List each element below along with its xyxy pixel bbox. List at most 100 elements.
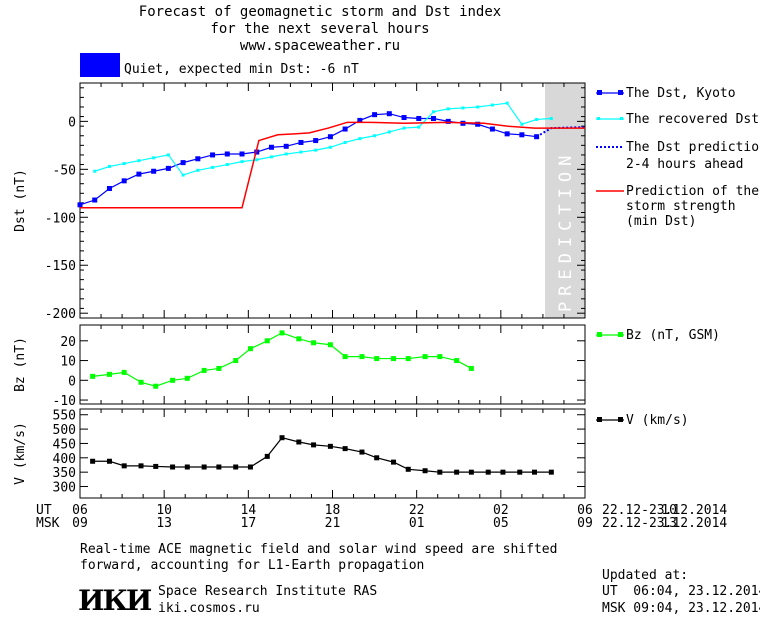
data-point [107,164,111,168]
data-point [216,365,222,371]
legend-prediction-2: 2-4 hours ahead [626,157,744,172]
ut-tick-label: 10 [156,503,172,518]
data-point [311,340,317,346]
data-point [548,469,554,475]
data-point [437,354,443,360]
data-point [298,139,304,145]
y-tick-label: 0 [68,374,76,389]
data-point [504,131,510,137]
data-point [211,165,215,169]
legend-recovered-dst: The recovered Dst [626,112,760,127]
data-point [269,155,273,159]
data-point [373,134,377,138]
data-point [170,377,176,383]
ut-label: UT [36,503,52,518]
data-point [233,464,239,470]
y-axis-label-3: V (km/s) [13,422,28,485]
data-point [225,163,229,167]
msk-tick-label: 09 [72,516,88,531]
prediction-label: PREDICTION [556,150,576,312]
y-tick-label: -200 [45,307,76,322]
series-line-v-km-s- [92,437,552,473]
legend-bz: Bz (nT, GSM) [626,328,720,343]
data-point [374,356,380,362]
legend-strength-3: (min Dst) [626,214,697,229]
data-point [417,125,421,129]
data-point [372,112,378,118]
legend-strength-1: Prediction of the [626,184,760,199]
data-point [210,152,216,158]
data-point [296,439,302,445]
data-point [254,149,260,155]
data-point [313,138,319,144]
data-point [136,171,142,177]
data-point [299,150,303,154]
ut-tick-label: 06 [72,503,88,518]
data-point [224,151,230,157]
data-point [90,458,96,464]
data-point [184,464,190,470]
data-point [500,469,506,475]
date-range-msk: 22.12-23.12.2014 [602,516,728,531]
data-point [490,103,494,107]
ut-tick-label: 06 [577,503,593,518]
y-tick-label: 400 [53,452,76,467]
msk-tick-label: 13 [661,516,677,531]
y-tick-label: 450 [53,437,76,452]
y-axis-label-2: Bz (nT) [13,337,28,392]
data-point [121,178,127,184]
data-point [138,379,144,385]
data-point [357,117,363,123]
msk-label: MSK [36,516,60,531]
y-tick-label: 550 [53,409,76,424]
data-point [77,202,83,208]
data-point [461,106,465,110]
panel-frame-3 [79,408,586,499]
data-point [437,469,443,475]
data-point [255,158,259,162]
data-point [166,153,170,157]
data-point [137,159,141,163]
data-point [454,358,460,364]
data-point [247,464,253,470]
data-point [92,197,98,203]
data-point [201,367,207,373]
institute-site[interactable]: iki.cosmos.ru [158,601,260,616]
msk-tick-label: 21 [325,516,341,531]
data-point [184,375,190,381]
data-point [195,156,201,162]
y-tick-label: 20 [60,335,76,350]
legend-marker-recovered [620,117,623,120]
data-point [535,117,539,121]
data-point [196,168,200,172]
legend-marker-v [618,417,623,422]
date-range-ut: 22.12-23.12.2014 [602,503,728,518]
data-point [391,459,397,465]
panel-frame-2 [79,324,586,405]
institute-name: Space Research Institute RAS [158,584,378,599]
data-point [432,110,435,114]
note-line-1: Real-time ACE magnetic field and solar w… [80,542,558,557]
data-point [121,463,127,469]
data-point [431,115,436,121]
data-point [328,145,332,149]
data-point [264,453,270,459]
data-point [549,116,553,120]
data-point [343,140,347,144]
data-point [239,151,245,157]
data-point [314,148,318,152]
data-point [247,346,253,352]
iki-logo: ИКИ [78,584,152,617]
updated-ut: UT 06:04, 23.12.2014 [602,584,760,599]
data-point [386,111,392,117]
data-point [519,132,525,138]
website-link[interactable]: www.spaceweather.ru [239,38,401,54]
data-point [327,342,333,348]
data-point [342,446,348,452]
data-point [165,165,171,171]
status-text: Quiet, expected min Dst: -6 nT [124,62,359,77]
data-point [446,107,450,111]
y-tick-label: -50 [53,163,76,178]
data-point [485,469,491,475]
panel-frame-1 [79,82,586,319]
